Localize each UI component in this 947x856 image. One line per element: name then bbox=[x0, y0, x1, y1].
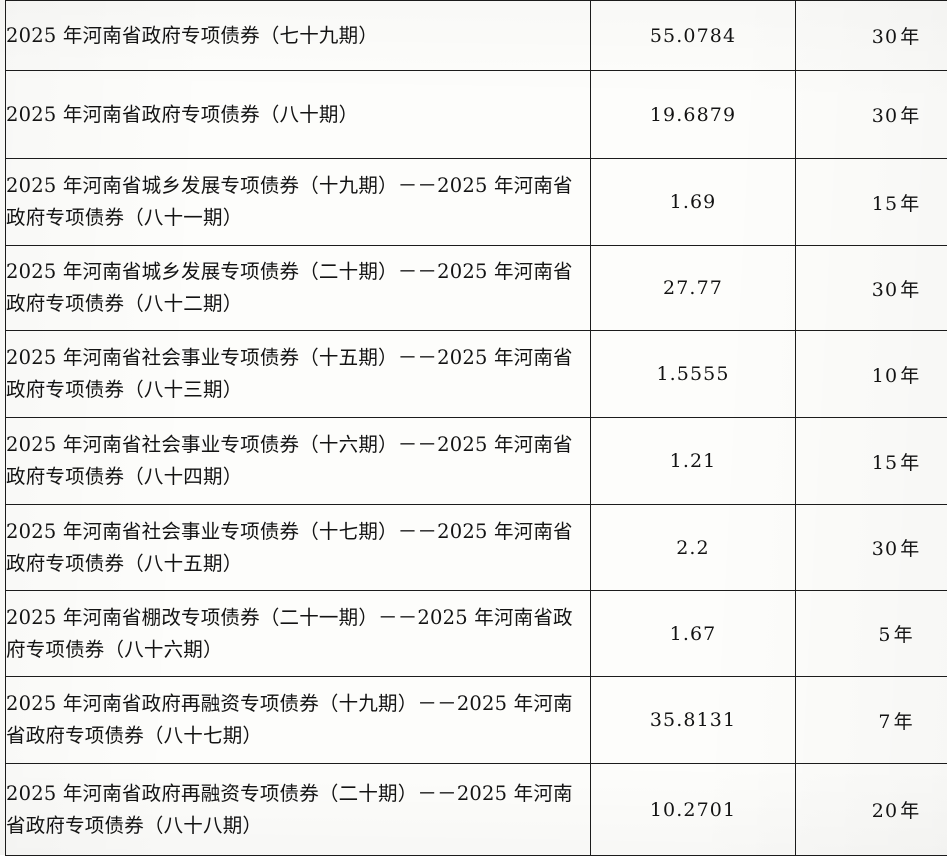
bond-name-cell: 2025 年河南省社会事业专项债券（十七期）－－2025 年河南省政府专项债券（… bbox=[6, 505, 591, 591]
term-unit: 年 bbox=[900, 452, 919, 474]
bond-amount-cell: 35.8131 bbox=[591, 677, 796, 764]
bond-name-cell: 2025 年河南省政府再融资专项债券（二十期）－－2025 年河南省政府专项债券… bbox=[6, 764, 591, 856]
term-number: 15 bbox=[872, 193, 898, 215]
term-number: 30 bbox=[872, 279, 898, 301]
bond-amount-cell: 2.2 bbox=[591, 505, 796, 591]
bond-amount-cell: 1.69 bbox=[591, 159, 796, 246]
bond-amount-cell: 27.77 bbox=[591, 246, 796, 331]
table-row: 2025 年河南省政府再融资专项债券（二十期）－－2025 年河南省政府专项债券… bbox=[6, 764, 947, 856]
bond-amount-cell: 19.6879 bbox=[591, 71, 796, 159]
term-number: 5 bbox=[878, 624, 891, 646]
table-row: 2025 年河南省社会事业专项债券（十七期）－－2025 年河南省政府专项债券（… bbox=[6, 505, 947, 591]
table-row: 2025 年河南省政府再融资专项债券（十九期）－－2025 年河南省政府专项债券… bbox=[6, 677, 947, 764]
term-number: 20 bbox=[872, 800, 898, 822]
term-unit: 年 bbox=[900, 279, 919, 301]
bond-amount-cell: 1.5555 bbox=[591, 331, 796, 418]
term-number: 30 bbox=[872, 26, 898, 48]
term-unit: 年 bbox=[894, 711, 913, 733]
term-unit: 年 bbox=[900, 105, 919, 127]
bond-name-cell: 2025 年河南省政府专项债券（七十九期） bbox=[6, 1, 591, 71]
term-number: 7 bbox=[878, 711, 891, 733]
bond-name-cell: 2025 年河南省城乡发展专项债券（十九期）－－2025 年河南省政府专项债券（… bbox=[6, 159, 591, 246]
bond-amount-cell: 55.0784 bbox=[591, 1, 796, 71]
table-row: 2025 年河南省棚改专项债券（二十一期）－－2025 年河南省政府专项债券（八… bbox=[6, 591, 947, 677]
term-unit: 年 bbox=[900, 193, 919, 215]
bond-name-cell: 2025 年河南省棚改专项债券（二十一期）－－2025 年河南省政府专项债券（八… bbox=[6, 591, 591, 677]
table-row: 2025 年河南省社会事业专项债券（十六期）－－2025 年河南省政府专项债券（… bbox=[6, 418, 947, 505]
table-row: 2025 年河南省城乡发展专项债券（二十期）－－2025 年河南省政府专项债券（… bbox=[6, 246, 947, 331]
table-row: 2025 年河南省社会事业专项债券（十五期）－－2025 年河南省政府专项债券（… bbox=[6, 331, 947, 418]
bond-amount-cell: 10.2701 bbox=[591, 764, 796, 856]
bond-amount-cell: 1.67 bbox=[591, 591, 796, 677]
bond-name-cell: 2025 年河南省社会事业专项债券（十六期）－－2025 年河南省政府专项债券（… bbox=[6, 418, 591, 505]
bond-name-cell: 2025 年河南省政府再融资专项债券（十九期）－－2025 年河南省政府专项债券… bbox=[6, 677, 591, 764]
bond-amount-cell: 1.21 bbox=[591, 418, 796, 505]
bond-name-cell: 2025 年河南省政府专项债券（八十期） bbox=[6, 71, 591, 159]
term-unit: 年 bbox=[900, 365, 919, 387]
bond-name-cell: 2025 年河南省社会事业专项债券（十五期）－－2025 年河南省政府专项债券（… bbox=[6, 331, 591, 418]
term-number: 30 bbox=[872, 538, 898, 560]
term-unit: 年 bbox=[900, 538, 919, 560]
table-row: 2025 年河南省城乡发展专项债券（十九期）－－2025 年河南省政府专项债券（… bbox=[6, 159, 947, 246]
term-unit: 年 bbox=[894, 624, 913, 646]
term-unit: 年 bbox=[900, 800, 919, 822]
term-number: 10 bbox=[872, 365, 898, 387]
bond-name-cell: 2025 年河南省城乡发展专项债券（二十期）－－2025 年河南省政府专项债券（… bbox=[6, 246, 591, 331]
term-number: 15 bbox=[872, 452, 898, 474]
term-unit: 年 bbox=[900, 26, 919, 48]
term-number: 30 bbox=[872, 105, 898, 127]
